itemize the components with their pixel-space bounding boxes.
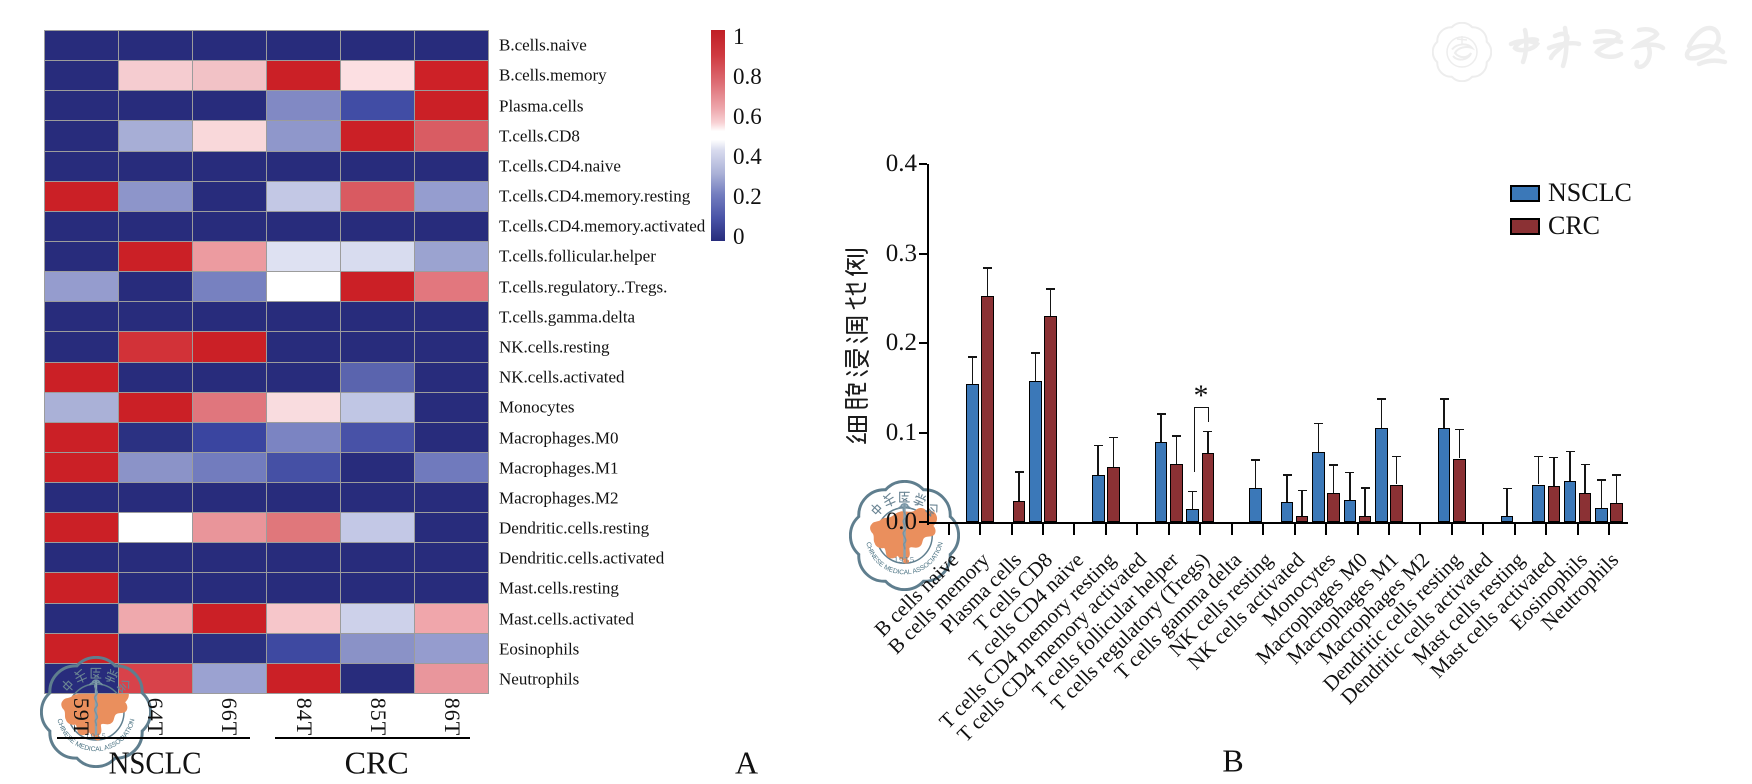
svg-text:1915: 1915 xyxy=(85,731,106,741)
svg-text:1915: 1915 xyxy=(894,554,915,564)
